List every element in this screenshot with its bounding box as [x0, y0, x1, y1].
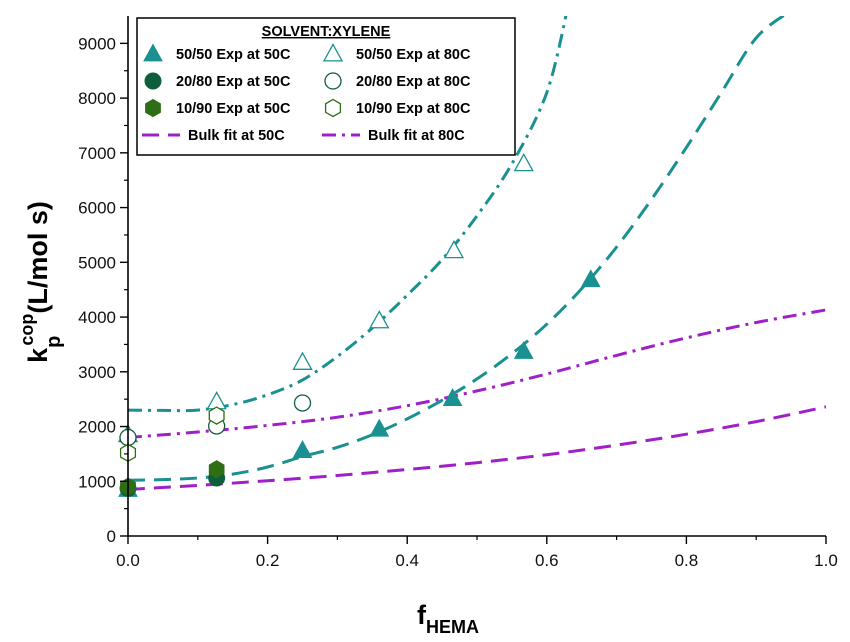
x-tick-label: 0.6: [535, 551, 559, 570]
y-tick-label: 7000: [78, 144, 116, 163]
point-50-50-exp-at-50c-1: [292, 440, 313, 458]
legend-label-10-90-exp-at-80c: 10/90 Exp at 80C: [356, 101, 471, 117]
legend-marker-50-50-exp-at-80c: [322, 43, 344, 62]
x-tick-label: 0.2: [256, 551, 280, 570]
legend-marker-20-80-exp-at-80c: [324, 72, 342, 90]
y-tick-label: 0: [107, 527, 116, 546]
fit-curve-8: [128, 16, 786, 482]
y-tick-label: 4000: [78, 308, 116, 327]
point-10-90-exp-at-50c-1: [208, 460, 225, 479]
point-50-50-exp-at-80c-3: [369, 310, 390, 329]
legend-label-20-80-exp-at-80c: 20/80 Exp at 80C: [356, 74, 471, 90]
x-axis-title-subscript: HEMA: [426, 617, 479, 637]
legend-box: [136, 17, 516, 156]
y-tick-label: 6000: [78, 199, 116, 218]
point-50-50-exp-at-80c-1: [206, 391, 227, 410]
x-tick-label: 0.4: [395, 551, 419, 570]
point-10-90-exp-at-80c-1: [208, 406, 225, 425]
y-tick-label: 5000: [78, 253, 116, 272]
legend-label-bulk-fit-at-50c: Bulk fit at 50C: [188, 128, 285, 144]
point-50-50-exp-at-80c-4: [443, 239, 465, 259]
y-axis-title-superscript: cop: [17, 314, 37, 346]
point-50-50-exp-at-50c-2: [369, 418, 390, 437]
legend-marker-50-50-exp-at-50c: [143, 43, 163, 62]
axis-ticks: 0 1000 2000 3000 4000 5000 6000 7000 8000 9000 0.0…: [78, 34, 838, 570]
point-50-50-exp-at-50c-3: [442, 388, 463, 406]
y-tick-label: 1000: [78, 472, 116, 491]
y-tick-label: 3000: [78, 363, 116, 382]
legend-marker-10-90-exp-at-80c: [324, 98, 342, 118]
legend-marker-20-80-exp-at-50c: [144, 72, 162, 90]
fit-curve-9: [128, 16, 568, 413]
point-50-50-exp-at-50c-5: [580, 269, 601, 288]
legend-title: SOLVENT:XYLENE: [262, 24, 391, 40]
fit-curves: [128, 16, 826, 491]
legend-label-bulk-fit-at-80c: Bulk fit at 80C: [368, 128, 465, 144]
legend-entries: 50/50 Exp at 50C 50/50 Exp at 80C 20/80 Ex…: [142, 43, 471, 144]
legend: SOLVENT:XYLENE 50/50 Exp at 50C 50/50 Exp…: [136, 17, 516, 156]
point-50-50-exp-at-50c-4: [513, 341, 534, 359]
point-50-50-exp-at-80c-2: [292, 351, 313, 370]
legend-marker-10-90-exp-at-50c: [145, 98, 161, 118]
x-axis-title-main: f: [417, 600, 427, 630]
y-axis-title-subscript: p: [43, 336, 65, 348]
legend-label-10-90-exp-at-50c: 10/90 Exp at 50C: [176, 101, 291, 117]
y-axis-title-main: k: [23, 347, 53, 363]
curve-bulk-fit-at-80c: [128, 308, 826, 439]
legend-label-50-50-exp-at-80c: 50/50 Exp at 80C: [356, 47, 471, 63]
y-tick-label: 8000: [78, 89, 116, 108]
x-tick-label: 0.8: [675, 551, 699, 570]
data-points: [117, 152, 601, 497]
legend-label-50-50-exp-at-50c: 50/50 Exp at 50C: [176, 47, 291, 63]
point-50-50-exp-at-80c-5: [513, 152, 534, 172]
legend-label-20-80-exp-at-50c: 20/80 Exp at 50C: [176, 74, 291, 90]
x-axis-title: fHEMA: [417, 600, 479, 637]
point-20-80-exp-at-80c-2: [293, 394, 312, 412]
y-tick-label: 9000: [78, 34, 116, 53]
x-tick-label: 1.0: [814, 551, 838, 570]
y-axis-title: kpcop(L/mol s): [17, 201, 65, 363]
y-tick-label: 2000: [78, 418, 116, 437]
y-axis-title-rest: (L/mol s): [23, 201, 53, 314]
x-tick-label: 0.0: [116, 551, 140, 570]
curve-bulk-fit-at-50c: [128, 405, 826, 491]
